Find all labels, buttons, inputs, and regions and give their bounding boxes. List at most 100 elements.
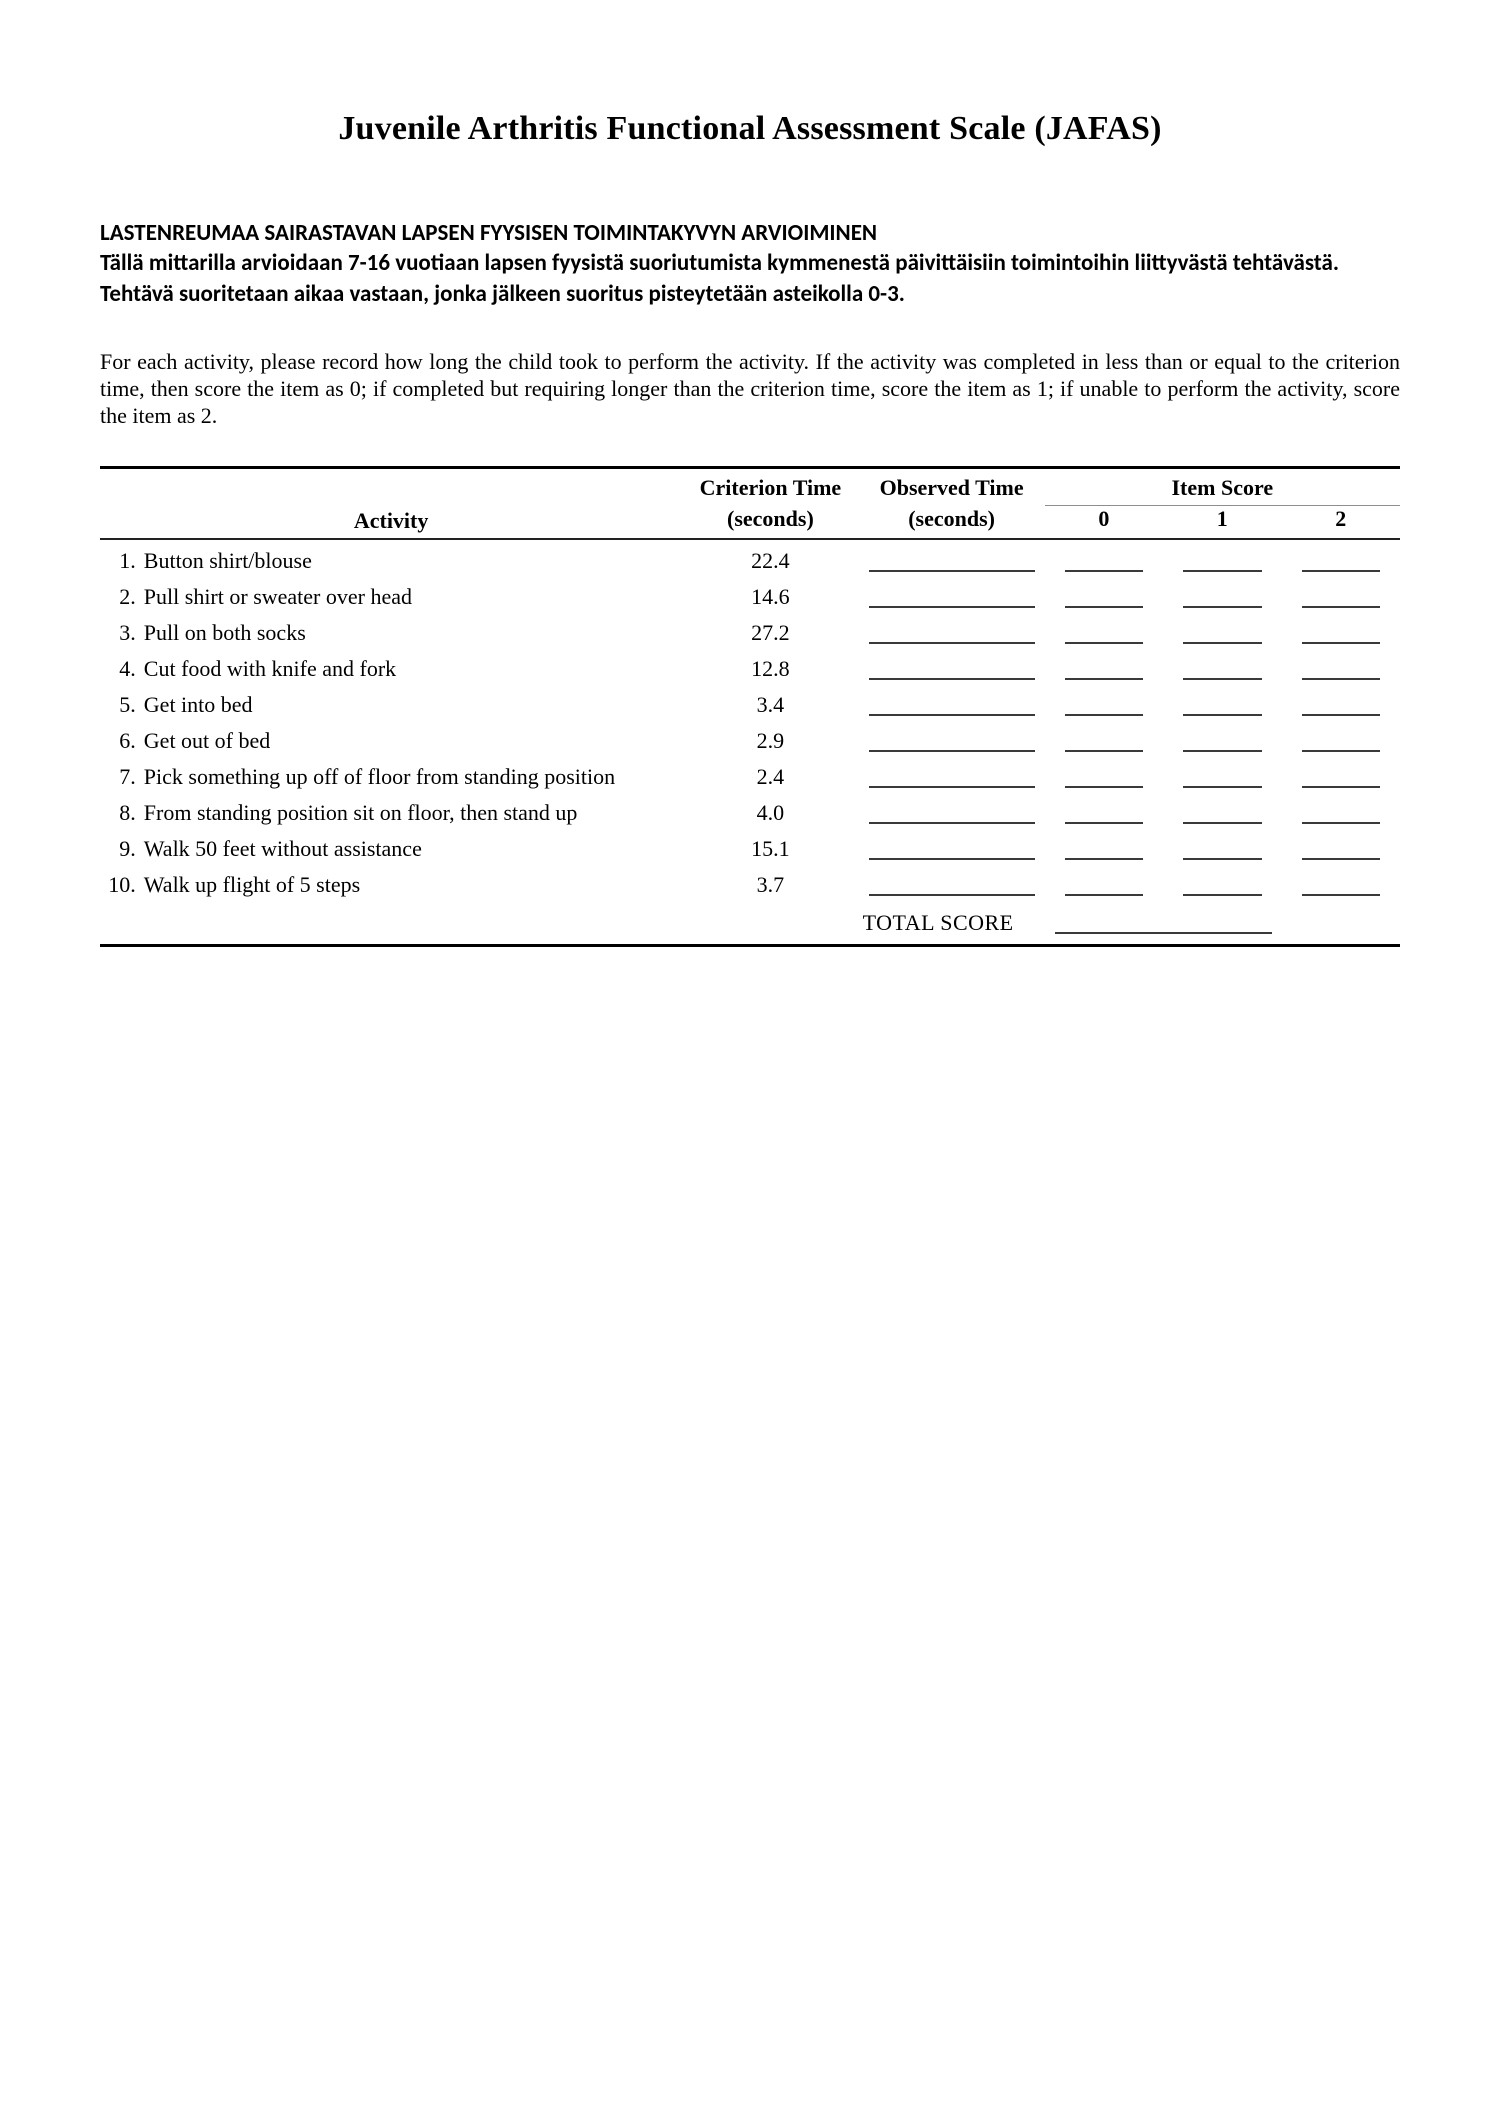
criterion-time: 2.4 <box>682 756 858 792</box>
col-score-1: 1 <box>1163 505 1281 539</box>
col-observed-header-top: Observed Time <box>859 467 1045 505</box>
observed-time-blank[interactable] <box>859 576 1045 612</box>
table-row: 3.Pull on both socks27.2 <box>100 612 1400 648</box>
score-blank-0[interactable] <box>1045 612 1163 648</box>
total-pad-right <box>1282 900 1401 938</box>
activity-label: Button shirt/blouse <box>142 539 682 576</box>
score-blank-0[interactable] <box>1045 828 1163 864</box>
table-row: 1.Button shirt/blouse22.4 <box>100 539 1400 576</box>
activity-label: From standing position sit on floor, the… <box>142 792 682 828</box>
score-blank-0[interactable] <box>1045 684 1163 720</box>
observed-time-blank[interactable] <box>859 756 1045 792</box>
score-blank-1[interactable] <box>1163 576 1281 612</box>
table-row: 4.Cut food with knife and fork12.8 <box>100 648 1400 684</box>
table-row: 9.Walk 50 feet without assistance15.1 <box>100 828 1400 864</box>
row-number: 4. <box>100 648 142 684</box>
observed-time-blank[interactable] <box>859 792 1045 828</box>
total-score-blank[interactable] <box>1045 900 1282 938</box>
criterion-time: 2.9 <box>682 720 858 756</box>
row-number: 6. <box>100 720 142 756</box>
total-score-label: TOTAL SCORE <box>859 900 1045 938</box>
criterion-time: 27.2 <box>682 612 858 648</box>
score-blank-2[interactable] <box>1282 648 1401 684</box>
row-number: 5. <box>100 684 142 720</box>
row-number: 1. <box>100 539 142 576</box>
observed-time-blank[interactable] <box>859 684 1045 720</box>
score-blank-0[interactable] <box>1045 720 1163 756</box>
col-observed-header-sub: (seconds) <box>859 505 1045 539</box>
criterion-time: 4.0 <box>682 792 858 828</box>
score-blank-1[interactable] <box>1163 648 1281 684</box>
observed-time-blank[interactable] <box>859 539 1045 576</box>
table-row: 6.Get out of bed2.9 <box>100 720 1400 756</box>
intro-line-2: Tällä mittarilla arvioidaan 7-16 vuotiaa… <box>100 248 1400 309</box>
observed-time-blank[interactable] <box>859 864 1045 900</box>
total-pad <box>100 900 859 938</box>
col-score-2: 2 <box>1282 505 1401 539</box>
score-blank-1[interactable] <box>1163 720 1281 756</box>
score-blank-0[interactable] <box>1045 756 1163 792</box>
table-body: 1.Button shirt/blouse22.42.Pull shirt or… <box>100 539 1400 938</box>
col-activity-header: Activity <box>100 467 682 539</box>
jafas-table: Activity Criterion Time Observed Time It… <box>100 466 1400 938</box>
row-number: 8. <box>100 792 142 828</box>
table-row: 10.Walk up flight of 5 steps3.7 <box>100 864 1400 900</box>
table-row: 7.Pick something up off of floor from st… <box>100 756 1400 792</box>
observed-time-blank[interactable] <box>859 720 1045 756</box>
intro-line-1: LASTENREUMAA SAIRASTAVAN LAPSEN FYYSISEN… <box>100 218 1400 248</box>
score-blank-2[interactable] <box>1282 576 1401 612</box>
table-row: 8.From standing position sit on floor, t… <box>100 792 1400 828</box>
score-blank-1[interactable] <box>1163 864 1281 900</box>
criterion-time: 15.1 <box>682 828 858 864</box>
score-blank-1[interactable] <box>1163 792 1281 828</box>
activity-label: Pull on both socks <box>142 612 682 648</box>
score-blank-2[interactable] <box>1282 756 1401 792</box>
score-blank-2[interactable] <box>1282 684 1401 720</box>
criterion-time: 12.8 <box>682 648 858 684</box>
activity-label: Get out of bed <box>142 720 682 756</box>
score-blank-0[interactable] <box>1045 539 1163 576</box>
score-blank-0[interactable] <box>1045 792 1163 828</box>
activity-label: Get into bed <box>142 684 682 720</box>
row-number: 3. <box>100 612 142 648</box>
row-number: 9. <box>100 828 142 864</box>
row-number: 7. <box>100 756 142 792</box>
score-blank-1[interactable] <box>1163 539 1281 576</box>
score-blank-0[interactable] <box>1045 864 1163 900</box>
criterion-time: 3.7 <box>682 864 858 900</box>
score-blank-2[interactable] <box>1282 828 1401 864</box>
table-bottom-rule <box>100 944 1400 947</box>
criterion-time: 3.4 <box>682 684 858 720</box>
activity-label: Walk 50 feet without assistance <box>142 828 682 864</box>
score-blank-2[interactable] <box>1282 539 1401 576</box>
score-blank-0[interactable] <box>1045 648 1163 684</box>
observed-time-blank[interactable] <box>859 648 1045 684</box>
page-title: Juvenile Arthritis Functional Assessment… <box>100 110 1400 148</box>
observed-time-blank[interactable] <box>859 828 1045 864</box>
activity-label: Walk up flight of 5 steps <box>142 864 682 900</box>
score-blank-1[interactable] <box>1163 612 1281 648</box>
observed-time-blank[interactable] <box>859 612 1045 648</box>
activity-label: Pick something up off of floor from stan… <box>142 756 682 792</box>
total-row: TOTAL SCORE <box>100 900 1400 938</box>
activity-label: Cut food with knife and fork <box>142 648 682 684</box>
criterion-time: 14.6 <box>682 576 858 612</box>
col-criterion-header-top: Criterion Time <box>682 467 858 505</box>
score-blank-0[interactable] <box>1045 576 1163 612</box>
score-blank-1[interactable] <box>1163 684 1281 720</box>
row-number: 10. <box>100 864 142 900</box>
score-blank-1[interactable] <box>1163 828 1281 864</box>
score-blank-2[interactable] <box>1282 864 1401 900</box>
score-blank-2[interactable] <box>1282 792 1401 828</box>
activity-label: Pull shirt or sweater over head <box>142 576 682 612</box>
page: Juvenile Arthritis Functional Assessment… <box>0 0 1500 2121</box>
table-row: 2.Pull shirt or sweater over head14.6 <box>100 576 1400 612</box>
instructions: For each activity, please record how lon… <box>100 349 1400 429</box>
row-number: 2. <box>100 576 142 612</box>
intro-block: LASTENREUMAA SAIRASTAVAN LAPSEN FYYSISEN… <box>100 218 1400 309</box>
criterion-time: 22.4 <box>682 539 858 576</box>
score-blank-1[interactable] <box>1163 756 1281 792</box>
table-row: 5.Get into bed3.4 <box>100 684 1400 720</box>
score-blank-2[interactable] <box>1282 720 1401 756</box>
score-blank-2[interactable] <box>1282 612 1401 648</box>
